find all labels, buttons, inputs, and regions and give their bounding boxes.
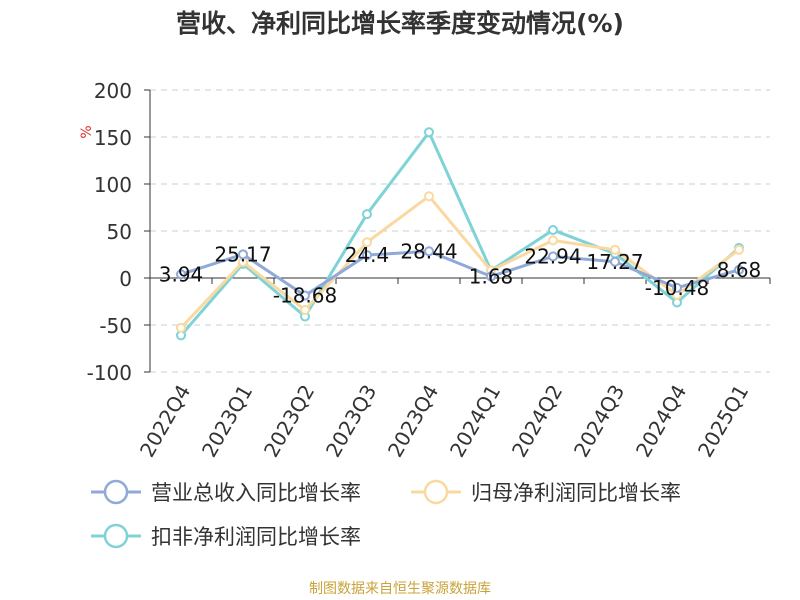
x-tick-label: 2022Q4: [135, 381, 195, 462]
data-point: [176, 322, 186, 333]
data-label: 3.94: [159, 262, 204, 286]
y-tick-label: 100: [94, 173, 132, 197]
data-point: [362, 209, 372, 220]
data-label: 25.17: [214, 242, 271, 266]
y-tick-label: -50: [99, 314, 132, 338]
x-tick-label: 2025Q1: [693, 381, 753, 462]
data-point: [424, 191, 434, 202]
chart-title: 营收、净利同比增长率季度变动情况(%): [176, 9, 624, 38]
data-point: [300, 304, 310, 315]
data-point: [610, 256, 620, 267]
y-tick-label: 50: [107, 220, 132, 244]
data-point: [486, 271, 496, 282]
source-footer: 制图数据来自恒生聚源数据库: [309, 581, 491, 597]
y-tick-label: 200: [94, 79, 132, 103]
x-tick-label: 2024Q1: [445, 381, 505, 462]
data-label: 28.44: [400, 239, 457, 263]
x-tick-label: 2023Q1: [197, 381, 257, 462]
data-label: 22.94: [524, 244, 581, 268]
data-label: 8.68: [717, 258, 762, 282]
x-tick-label: 2023Q2: [259, 381, 319, 462]
data-point: [238, 249, 248, 260]
x-tick-label: 2024Q4: [631, 381, 691, 462]
series-line: [179, 194, 740, 329]
legend-label: 营业总收入同比增长率: [151, 481, 361, 505]
y-axis-label: %: [79, 125, 95, 138]
series-line: [179, 130, 740, 337]
data-point: [362, 237, 372, 248]
legend-label: 归母净利润同比增长率: [471, 481, 681, 505]
series-line: [180, 249, 740, 298]
data-point: [424, 127, 434, 138]
legend-label: 扣非净利润同比增长率: [151, 525, 361, 549]
data-label: 24.4: [345, 243, 390, 267]
data-label: 1.68: [469, 264, 514, 288]
x-tick-label: 2024Q3: [569, 381, 629, 462]
data-point: [548, 225, 558, 236]
data-point: [610, 244, 620, 255]
data-point: [548, 251, 558, 262]
data-point: [300, 290, 310, 301]
data-point: [734, 244, 744, 255]
data-label: 17.27: [586, 250, 643, 274]
data-point: [548, 235, 558, 246]
data-point: [362, 250, 372, 261]
y-tick-label: 150: [94, 126, 132, 150]
y-tick-label: -100: [87, 361, 132, 385]
x-tick-label: 2023Q3: [321, 381, 381, 462]
data-point: [672, 282, 682, 293]
y-tick-label: 0: [119, 267, 132, 291]
legend-marker-circle: [423, 479, 449, 505]
data-point: [734, 264, 744, 275]
data-point: [424, 246, 434, 257]
x-tick-label: 2024Q2: [507, 381, 567, 462]
data-label: -18.68: [273, 284, 337, 308]
legend-marker-circle: [103, 479, 129, 505]
data-point: [176, 269, 186, 280]
data-label: -10.48: [645, 276, 709, 300]
legend-marker-circle: [103, 523, 129, 549]
x-tick-label: 2023Q4: [383, 381, 443, 462]
